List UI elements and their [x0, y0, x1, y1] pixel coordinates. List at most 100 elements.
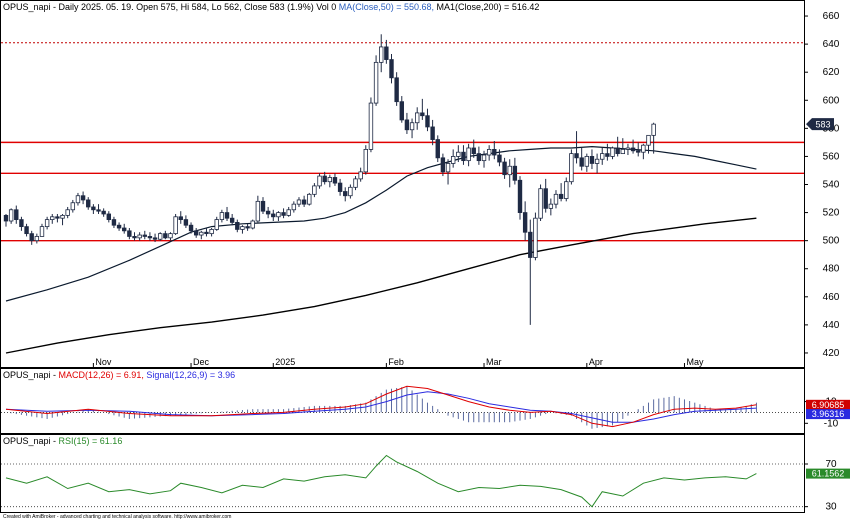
- candle: [178, 211, 183, 224]
- candle-body: [579, 157, 584, 167]
- candle: [373, 55, 379, 106]
- candle: [86, 197, 91, 210]
- candle: [610, 146, 615, 160]
- price-tick-label: 500: [823, 236, 840, 247]
- candle-body: [502, 161, 507, 176]
- candle-body: [173, 216, 178, 235]
- rsi-title: RSI(15) = 61.16: [59, 436, 123, 446]
- macd-value-tag: 6.90685: [812, 400, 845, 410]
- date-tick-label: 2025: [275, 357, 295, 367]
- candle: [589, 149, 595, 170]
- candle: [245, 223, 250, 231]
- candle-body: [425, 115, 430, 128]
- candle-body: [137, 234, 142, 239]
- candle: [445, 159, 451, 185]
- candle-body: [646, 134, 651, 146]
- candle-body: [101, 210, 106, 215]
- ma50-title: MA(Close,50) = 550.68,: [339, 2, 434, 12]
- price-tick-label: 640: [823, 39, 840, 50]
- candle: [569, 149, 574, 185]
- candle-body: [630, 147, 636, 152]
- price-tick-label: 440: [823, 320, 840, 331]
- candle-body: [389, 59, 394, 79]
- candle-body: [589, 156, 595, 164]
- candle-body: [594, 158, 600, 164]
- candle: [600, 148, 605, 165]
- candle: [260, 197, 266, 214]
- date-tick-label: May: [686, 357, 704, 367]
- candle: [183, 215, 189, 229]
- candle: [111, 216, 117, 229]
- candle: [409, 118, 415, 139]
- candle: [564, 177, 569, 202]
- signal-value-tag: 3.96316: [812, 409, 845, 419]
- candle-body: [281, 212, 286, 216]
- candle-body: [209, 229, 214, 235]
- candle: [574, 131, 579, 164]
- rsi-line: [5, 454, 757, 508]
- candle: [80, 191, 86, 205]
- candle: [91, 204, 96, 214]
- candle: [486, 145, 492, 161]
- candle: [507, 159, 512, 188]
- candle: [55, 213, 60, 223]
- candle: [152, 233, 158, 243]
- rsi-tick-label: 70: [825, 459, 837, 470]
- candle: [558, 183, 564, 202]
- candle-body: [157, 233, 163, 240]
- candle: [224, 206, 230, 221]
- candle: [255, 195, 261, 223]
- candle-body: [291, 203, 297, 211]
- price-tick-label: 600: [823, 95, 840, 106]
- candle-body: [358, 171, 363, 180]
- candle-body: [538, 188, 543, 219]
- candle: [173, 213, 178, 236]
- candle-body: [224, 212, 230, 219]
- candle-body: [86, 199, 91, 208]
- candle: [440, 153, 446, 177]
- candle: [651, 122, 656, 154]
- candle: [620, 138, 625, 155]
- candle: [127, 228, 132, 240]
- last-price-label: 583: [815, 120, 830, 130]
- candle: [19, 216, 24, 231]
- candle: [605, 143, 610, 161]
- candle: [353, 176, 358, 191]
- candle: [204, 228, 209, 237]
- candle: [60, 213, 65, 226]
- candle: [271, 209, 276, 221]
- candle: [188, 222, 194, 234]
- candle-body: [265, 210, 271, 215]
- rsi-value-badge: [806, 468, 850, 479]
- candle-body: [111, 219, 117, 226]
- candle-body: [96, 209, 101, 212]
- candle: [450, 149, 456, 168]
- ma200-title: MA1(Close,200) = 516.42: [434, 2, 539, 12]
- ma200-line: [5, 217, 757, 354]
- candle: [414, 107, 420, 130]
- candle: [50, 213, 55, 224]
- candle-body: [229, 217, 235, 223]
- candle: [548, 198, 554, 216]
- support-resistance-lines: [1, 42, 804, 242]
- candle-body: [39, 226, 45, 237]
- candle: [147, 232, 153, 241]
- candle-body: [569, 153, 574, 183]
- candle: [435, 135, 440, 163]
- rsi-value-tag: 61.1562: [812, 469, 845, 479]
- candle-body: [414, 112, 420, 124]
- candle-body: [533, 217, 538, 258]
- candle: [404, 112, 410, 134]
- candle-body: [641, 144, 646, 153]
- candle: [641, 143, 646, 160]
- candle-body: [363, 149, 368, 173]
- candle: [44, 216, 50, 230]
- candle: [142, 230, 147, 240]
- candle: [461, 145, 466, 165]
- candle-body: [204, 231, 209, 235]
- candle: [517, 176, 523, 220]
- candle-body: [322, 175, 327, 183]
- candle: [116, 222, 122, 231]
- candle: [137, 232, 142, 241]
- candle: [101, 208, 106, 217]
